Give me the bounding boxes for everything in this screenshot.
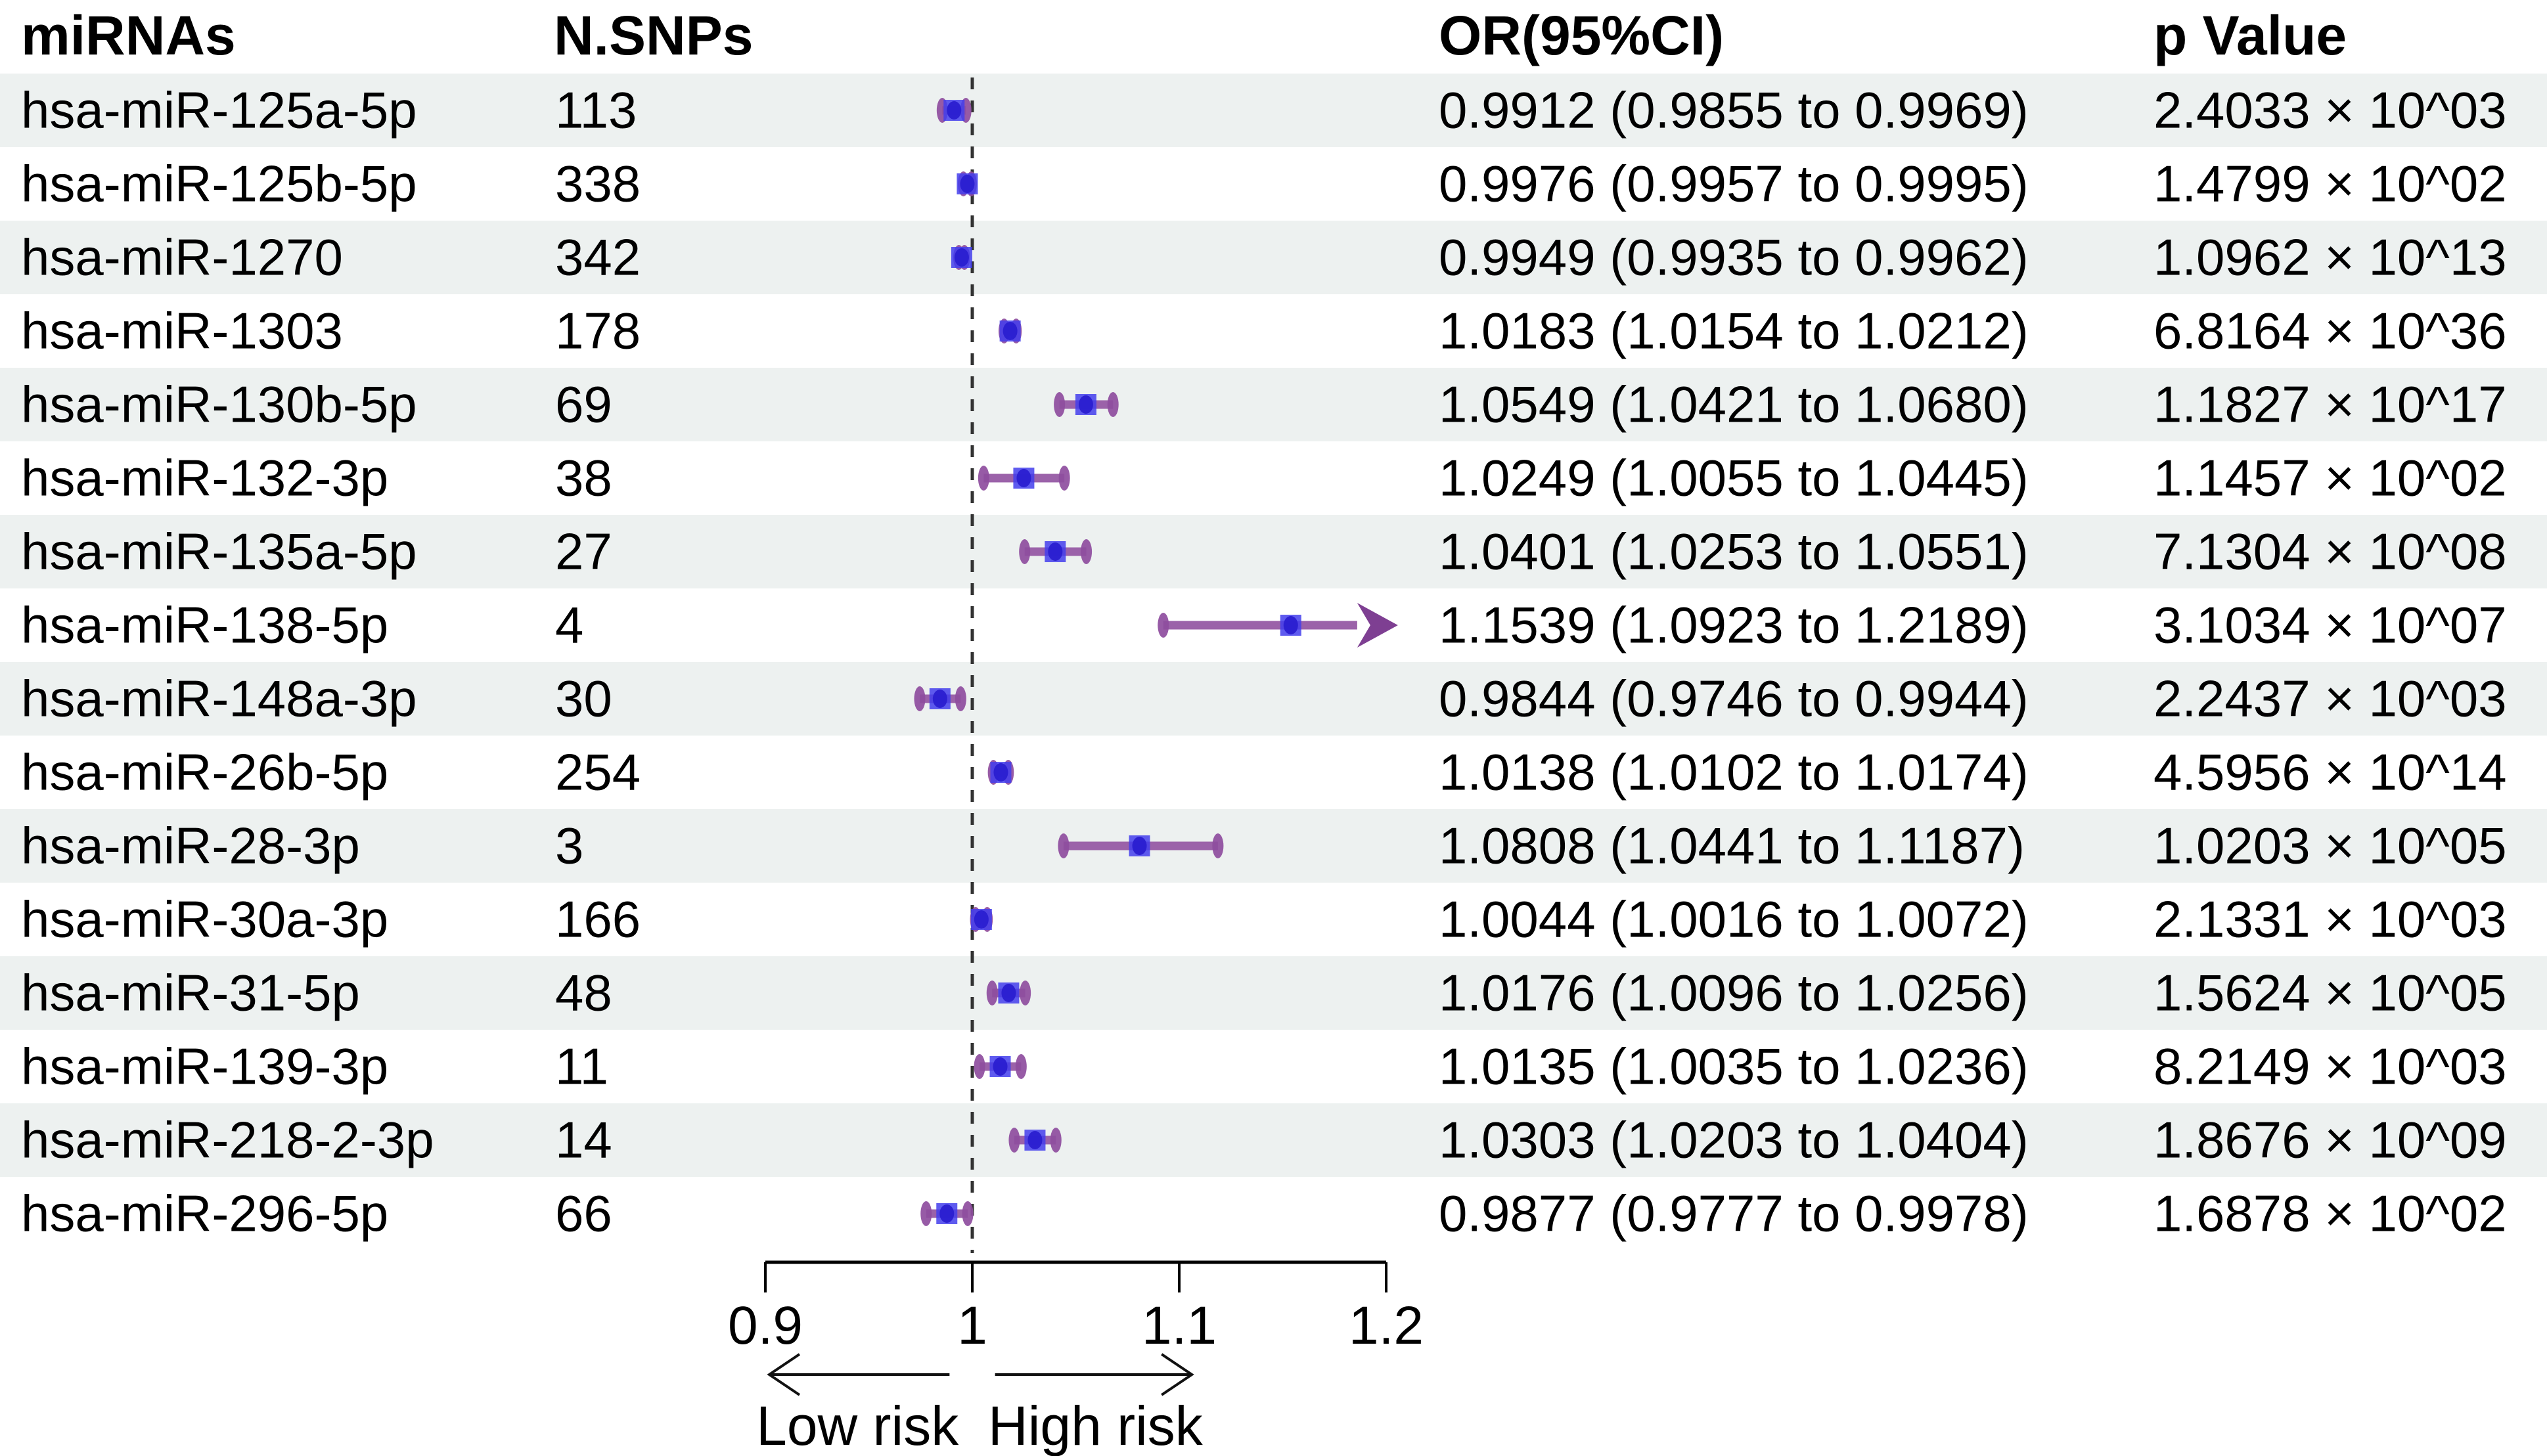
table-row: hsa-miR-132-3p 38 1.0249 (1.0055 to 1.0445… [0,441,2547,515]
p-value-text: 1.6878 × 10^02 [2153,1184,2507,1243]
mirna-name: hsa-miR-30a-3p [21,890,389,948]
mirna-name: hsa-miR-1303 [21,301,343,360]
axis-tick-label: 1.1 [1142,1296,1217,1356]
table-row: hsa-miR-1270 342 0.9949 (0.9935 to 0.9962)… [0,221,2547,294]
mirna-name: hsa-miR-125a-5p [21,81,417,139]
axis-tick-label: 1 [957,1296,987,1356]
column-header-p-value: p Value [2153,5,2347,66]
column-header-nsnps: N.SNPs [554,5,754,66]
mirna-name: hsa-miR-130b-5p [21,375,417,433]
or-ci-text: 1.0249 (1.0055 to 1.0445) [1439,449,2029,507]
p-value-text: 1.1457 × 10^02 [2153,449,2507,507]
or-ci-text: 0.9877 (0.9777 to 0.9978) [1439,1184,2029,1243]
axis-tick-label: 0.9 [728,1296,803,1356]
table-row: hsa-miR-130b-5p 69 1.0549 (1.0421 to 1.068… [0,368,2547,441]
mirna-name: hsa-miR-139-3p [21,1037,389,1095]
mirna-name: hsa-miR-28-3p [21,816,360,875]
table-row: hsa-miR-139-3p 11 1.0135 (1.0035 to 1.0236… [0,1030,2547,1103]
table-row: hsa-miR-1303 178 1.0183 (1.0154 to 1.0212)… [0,294,2547,368]
low-risk-arrow-icon [767,1353,950,1396]
p-value-text: 2.4033 × 10^03 [2153,81,2507,139]
table-row: hsa-miR-31-5p 48 1.0176 (1.0096 to 1.0256)… [0,956,2547,1030]
mirna-name: hsa-miR-26b-5p [21,743,389,801]
axis-tick-label: 1.2 [1349,1296,1424,1356]
mirna-name: hsa-miR-31-5p [21,963,360,1022]
mirna-name: hsa-miR-1270 [21,228,343,286]
snp-count: 11 [555,1037,608,1095]
or-ci-text: 1.0808 (1.0441 to 1.1187) [1439,816,2025,875]
snp-count: 69 [555,375,612,433]
p-value-text: 1.5624 × 10^05 [2153,963,2507,1022]
mirna-name: hsa-miR-148a-3p [21,669,417,728]
or-ci-text: 1.1539 (1.0923 to 1.2189) [1439,596,2029,654]
or-ci-text: 1.0138 (1.0102 to 1.0174) [1439,743,2029,801]
table-row: hsa-miR-218-2-3p 14 1.0303 (1.0203 to 1.04… [0,1103,2547,1177]
p-value-text: 2.1331 × 10^03 [2153,890,2507,948]
p-value-text: 1.4799 × 10^02 [2153,154,2507,213]
table-row: hsa-miR-26b-5p 254 1.0138 (1.0102 to 1.017… [0,736,2547,809]
table-row: hsa-miR-30a-3p 166 1.0044 (1.0016 to 1.007… [0,883,2547,956]
column-header-mirnas: miRNAs [21,5,236,66]
p-value-text: 3.1034 × 10^07 [2153,596,2507,654]
mirna-name: hsa-miR-125b-5p [21,154,417,213]
mirna-name: hsa-miR-138-5p [21,596,389,654]
or-ci-text: 0.9844 (0.9746 to 0.9944) [1439,669,2029,728]
snp-count: 38 [555,449,612,507]
snp-count: 338 [555,154,641,213]
mirna-name: hsa-miR-132-3p [21,449,389,507]
or-ci-text: 0.9912 (0.9855 to 0.9969) [1439,81,2029,139]
or-ci-text: 1.0549 (1.0421 to 1.0680) [1439,375,2029,433]
snp-count: 342 [555,228,641,286]
p-value-text: 2.2437 × 10^03 [2153,669,2507,728]
mirna-name: hsa-miR-296-5p [21,1184,389,1243]
snp-count: 113 [555,81,637,139]
or-ci-text: 1.0401 (1.0253 to 1.0551) [1439,522,2029,581]
low-risk-label: Low risk [756,1395,959,1456]
p-value-text: 8.2149 × 10^03 [2153,1037,2507,1095]
p-value-text: 7.1304 × 10^08 [2153,522,2507,581]
column-header-or-ci: OR(95%CI) [1439,5,1724,66]
or-ci-text: 1.0183 (1.0154 to 1.0212) [1439,301,2029,360]
snp-count: 48 [555,963,612,1022]
table-row: hsa-miR-148a-3p 30 0.9844 (0.9746 to 0.994… [0,662,2547,736]
or-ci-text: 0.9949 (0.9935 to 0.9962) [1439,228,2029,286]
mirna-name: hsa-miR-218-2-3p [21,1111,434,1169]
snp-count: 166 [555,890,641,948]
high-risk-arrow-icon [995,1353,1194,1396]
snp-count: 178 [555,301,641,360]
or-ci-text: 1.0176 (1.0096 to 1.0256) [1439,963,2029,1022]
snp-count: 27 [555,522,612,581]
p-value-text: 6.8164 × 10^36 [2153,301,2507,360]
table-row: hsa-miR-135a-5p 27 1.0401 (1.0253 to 1.055… [0,515,2547,588]
or-ci-text: 1.0044 (1.0016 to 1.0072) [1439,890,2029,948]
p-value-text: 1.0203 × 10^05 [2153,816,2507,875]
table-row: hsa-miR-125b-5p 338 0.9976 (0.9957 to 0.99… [0,147,2547,221]
snp-count: 14 [555,1111,612,1169]
or-ci-text: 1.0135 (1.0035 to 1.0236) [1439,1037,2029,1095]
snp-count: 66 [555,1184,612,1243]
p-value-text: 1.0962 × 10^13 [2153,228,2507,286]
p-value-text: 1.1827 × 10^17 [2153,375,2507,433]
table-row: hsa-miR-28-3p 3 1.0808 (1.0441 to 1.1187) 1… [0,809,2547,883]
table-row: hsa-miR-125a-5p 113 0.9912 (0.9855 to 0.99… [0,74,2547,147]
snp-count: 4 [555,596,584,654]
or-ci-text: 0.9976 (0.9957 to 0.9995) [1439,154,2029,213]
snp-count: 254 [555,743,641,801]
or-ci-text: 1.0303 (1.0203 to 1.0404) [1439,1111,2029,1169]
table-row: hsa-miR-138-5p 4 1.1539 (1.0923 to 1.2189)… [0,588,2547,662]
snp-count: 30 [555,669,612,728]
p-value-text: 1.8676 × 10^09 [2153,1111,2507,1169]
p-value-text: 4.5956 × 10^14 [2153,743,2507,801]
mirna-name: hsa-miR-135a-5p [21,522,417,581]
high-risk-label: High risk [988,1395,1204,1456]
snp-count: 3 [555,816,584,875]
table-row: hsa-miR-296-5p 66 0.9877 (0.9777 to 0.9978… [0,1177,2547,1250]
